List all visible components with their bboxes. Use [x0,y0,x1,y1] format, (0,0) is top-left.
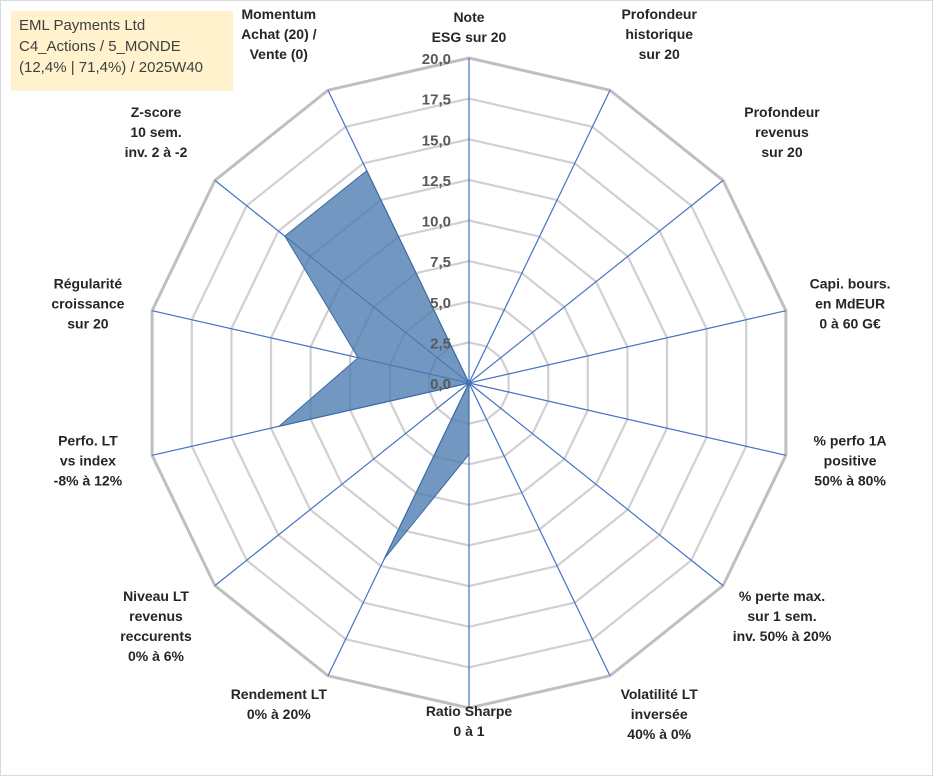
radar-series [278,169,470,560]
series-point [284,235,286,237]
radial-tick-labels: 0,0 2,5 5,0 7,5 10,0 12,5 15,0 17,5 20,0 [422,51,451,393]
tick-label: 0,0 [430,376,451,393]
category-labels: Note ESG sur 20 Profondeur historique sur 20… [51,6,890,742]
axis-category-label: Profondeur revenus sur 20 [744,104,820,160]
series-point [383,557,386,560]
axis-category-label: Capi. bours. en MdEUR 0 à 60 G€ [810,276,891,332]
tick-label: 7,5 [430,254,451,271]
company-name: EML Payments Ltd [19,17,146,34]
spoke-line [468,382,724,587]
axis-category-label: Momentum Achat (20) / Vente (0) [241,6,317,62]
tick-label: 2,5 [430,335,451,352]
axis-category-label: Perfo. LT vs index -8% à 12% [54,433,123,489]
axis-category-label: Niveau LT revenus reccurents 0% à 6% [120,588,192,664]
series-point [357,356,359,359]
axis-category-label: Z-score 10 sem. inv. 2 à -2 [125,104,188,160]
axis-category-label: Rendement LT 0% à 20% [231,686,328,722]
title-box: EML Payments Ltd C4_Actions / 5_MONDE (1… [11,11,233,91]
spoke-line [468,179,724,384]
tick-label: 12,5 [422,173,451,190]
axis-category-label: % perfo 1A positive 50% à 80% [814,433,887,489]
axis-category-label: Volatilité LT inversée 40% à 0% [621,686,699,742]
tick-label: 10,0 [422,214,451,231]
tick-label: 5,0 [430,295,451,312]
series-point [468,382,470,384]
spoke-line [468,89,611,384]
spoke-line [468,382,611,677]
series-point [366,169,368,172]
spoke-line [468,310,787,384]
tick-label: 20,0 [422,51,451,68]
axis-category-label: Profondeur historique sur 20 [621,6,697,62]
axis-category-label: % perte max. sur 1 sem. inv. 50% à 20% [733,588,832,644]
axis-category-label: Note ESG sur 20 [432,9,507,45]
category-label: C4_Actions / 5_MONDE [19,38,181,55]
axis-category-label: Ratio Sharpe 0 à 1 [426,703,513,739]
tick-label: 17,5 [422,92,451,109]
spoke-line [468,382,787,456]
series-point [278,425,280,428]
spoke-line [214,382,470,587]
axis-category-label: Régularité croissance sur 20 [51,276,124,332]
series-point [468,453,470,456]
stats-label: (12,4% | 71,4%) / 2025W40 [19,59,203,76]
tick-label: 15,0 [422,132,451,149]
